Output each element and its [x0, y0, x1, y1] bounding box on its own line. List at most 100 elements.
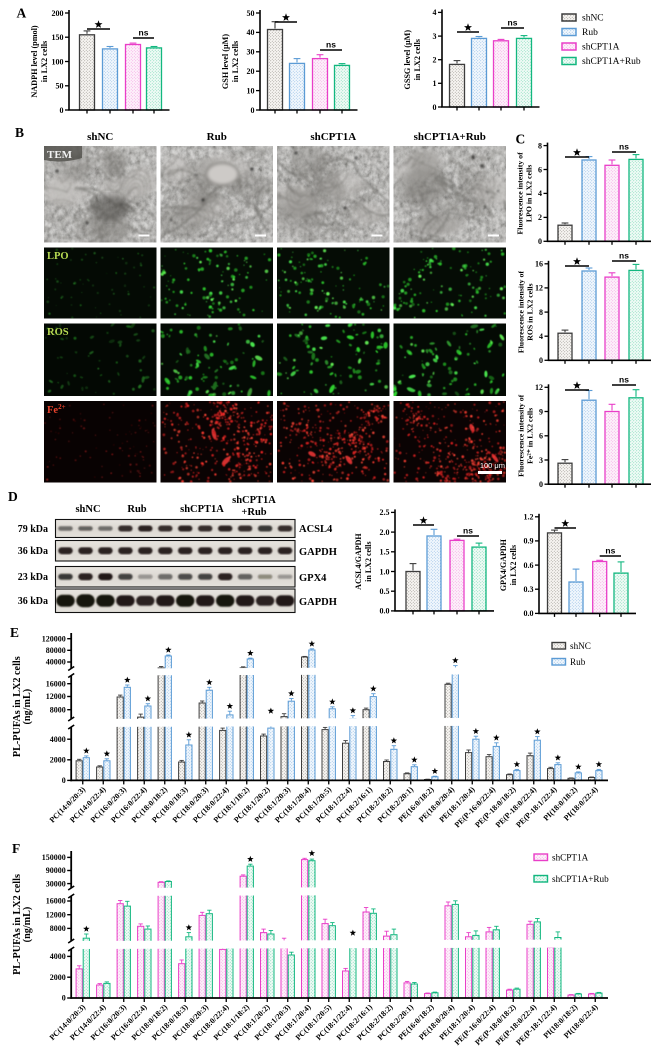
svg-text:4: 4 [538, 189, 542, 198]
svg-text:in LX2 cells: in LX2 cells [231, 41, 240, 82]
svg-text:0: 0 [62, 776, 66, 785]
svg-text:Rub: Rub [207, 131, 227, 143]
svg-text:PL-PUFAs in LX2 cells: PL-PUFAs in LX2 cells [12, 874, 23, 975]
svg-text:4000: 4000 [50, 735, 66, 744]
svg-text:0: 0 [539, 480, 543, 489]
svg-text:Rub: Rub [570, 657, 586, 667]
svg-text:in LX2 cells: in LX2 cells [413, 39, 422, 80]
svg-text:GPX4: GPX4 [299, 573, 327, 584]
svg-text:0.5: 0.5 [380, 587, 390, 596]
svg-text:shCPT1A+Rub: shCPT1A+Rub [414, 131, 486, 143]
svg-text:ns: ns [463, 526, 473, 536]
svg-text:shNC: shNC [570, 641, 591, 651]
svg-text:16: 16 [535, 260, 543, 269]
svg-text:C: C [516, 132, 526, 147]
svg-text:3: 3 [433, 32, 437, 41]
svg-text:80000: 80000 [46, 646, 66, 655]
svg-text:0.3: 0.3 [524, 585, 534, 594]
svg-text:Fe²⁺ in LX2 cells: Fe²⁺ in LX2 cells [526, 408, 535, 464]
svg-text:ACSL4/GAPDH: ACSL4/GAPDH [354, 533, 363, 590]
svg-text:shCPT1A: shCPT1A [582, 43, 620, 53]
svg-text:ns: ns [619, 251, 629, 261]
svg-text:150000: 150000 [42, 853, 66, 862]
svg-text:4000: 4000 [50, 952, 66, 961]
svg-text:36 kDa: 36 kDa [18, 546, 48, 557]
svg-text:16000: 16000 [46, 897, 66, 906]
svg-text:ns: ns [619, 142, 629, 152]
svg-text:ACSL4: ACSL4 [299, 524, 333, 535]
svg-text:8: 8 [539, 308, 543, 317]
svg-text:150: 150 [52, 33, 64, 42]
svg-text:PL-PUFAs in LX2 cells: PL-PUFAs in LX2 cells [12, 656, 23, 757]
svg-text:23 kDa: 23 kDa [18, 572, 48, 583]
svg-text:3: 3 [539, 456, 543, 465]
svg-text:0: 0 [251, 106, 255, 115]
svg-text:shCPT1A+Rub: shCPT1A+Rub [582, 57, 641, 67]
svg-text:16000: 16000 [46, 679, 66, 688]
svg-text:4: 4 [433, 8, 437, 17]
svg-text:2.0: 2.0 [380, 528, 390, 537]
svg-text:8000: 8000 [50, 924, 66, 933]
svg-text:0.6: 0.6 [524, 561, 534, 570]
svg-text:shCPT1A: shCPT1A [232, 495, 276, 506]
svg-text:2000: 2000 [50, 973, 66, 982]
svg-text:2: 2 [538, 213, 542, 222]
svg-text:E: E [10, 625, 19, 640]
svg-text:Fluorescence intensity of: Fluorescence intensity of [517, 271, 526, 354]
svg-text:6: 6 [539, 432, 543, 441]
svg-text:shCPT1A+Rub: shCPT1A+Rub [552, 874, 609, 884]
svg-text:Rub: Rub [582, 28, 598, 38]
svg-text:90000: 90000 [46, 866, 66, 875]
svg-text:0: 0 [62, 994, 66, 1003]
svg-text:1.0: 1.0 [380, 567, 390, 576]
svg-text:GAPDH: GAPDH [299, 547, 337, 558]
svg-text:20: 20 [247, 67, 255, 76]
svg-text:shNC: shNC [75, 504, 100, 515]
svg-text:8: 8 [538, 141, 542, 150]
svg-text:100 μm: 100 μm [480, 461, 505, 470]
svg-text:shCPT1A: shCPT1A [310, 131, 356, 143]
svg-text:0: 0 [538, 237, 542, 246]
svg-text:9: 9 [539, 407, 543, 416]
svg-text:4: 4 [539, 332, 543, 341]
svg-text:30000: 30000 [46, 879, 66, 888]
svg-text:0: 0 [60, 106, 64, 115]
svg-text:ROS in LX2 cells: ROS in LX2 cells [526, 283, 535, 340]
svg-text:TEM: TEM [47, 149, 73, 161]
svg-text:0: 0 [539, 356, 543, 365]
svg-text:79 kDa: 79 kDa [18, 524, 48, 535]
svg-text:LPO: LPO [47, 251, 69, 262]
svg-text:GSSG level (μM): GSSG level (μM) [403, 30, 412, 90]
svg-text:100: 100 [52, 57, 64, 66]
svg-text:0.9: 0.9 [524, 537, 534, 546]
svg-text:ns: ns [326, 40, 336, 50]
svg-text:ns: ns [508, 18, 518, 28]
svg-text:shNC: shNC [87, 131, 113, 143]
svg-text:2.5: 2.5 [380, 508, 390, 517]
svg-text:ns: ns [619, 375, 629, 385]
svg-text:10: 10 [247, 86, 255, 95]
svg-text:0.0: 0.0 [524, 609, 534, 618]
svg-text:F: F [12, 841, 20, 856]
svg-text:30: 30 [247, 48, 255, 57]
svg-text:8000: 8000 [50, 705, 66, 714]
svg-text:ns: ns [139, 28, 149, 38]
svg-text:200: 200 [52, 9, 64, 18]
svg-text:(ng/mL): (ng/mL) [22, 689, 33, 725]
svg-text:1: 1 [433, 79, 437, 88]
svg-text:LPO in LX2 cells: LPO in LX2 cells [525, 165, 534, 222]
svg-text:0: 0 [433, 103, 437, 112]
svg-text:50: 50 [56, 82, 64, 91]
svg-text:50: 50 [247, 9, 255, 18]
svg-text:shCPT1A: shCPT1A [552, 853, 589, 863]
svg-text:Fluorescence intensity of: Fluorescence intensity of [516, 152, 525, 235]
svg-text:in LX2 cells: in LX2 cells [364, 541, 373, 581]
svg-text:40: 40 [247, 28, 255, 37]
svg-text:2000: 2000 [50, 756, 66, 765]
svg-text:12: 12 [535, 284, 543, 293]
svg-text:GSH level (μM): GSH level (μM) [221, 34, 230, 89]
svg-text:+Rub: +Rub [241, 507, 266, 518]
svg-text:B: B [15, 125, 24, 140]
svg-text:shCPT1A: shCPT1A [180, 504, 224, 515]
svg-text:12000: 12000 [46, 692, 66, 701]
